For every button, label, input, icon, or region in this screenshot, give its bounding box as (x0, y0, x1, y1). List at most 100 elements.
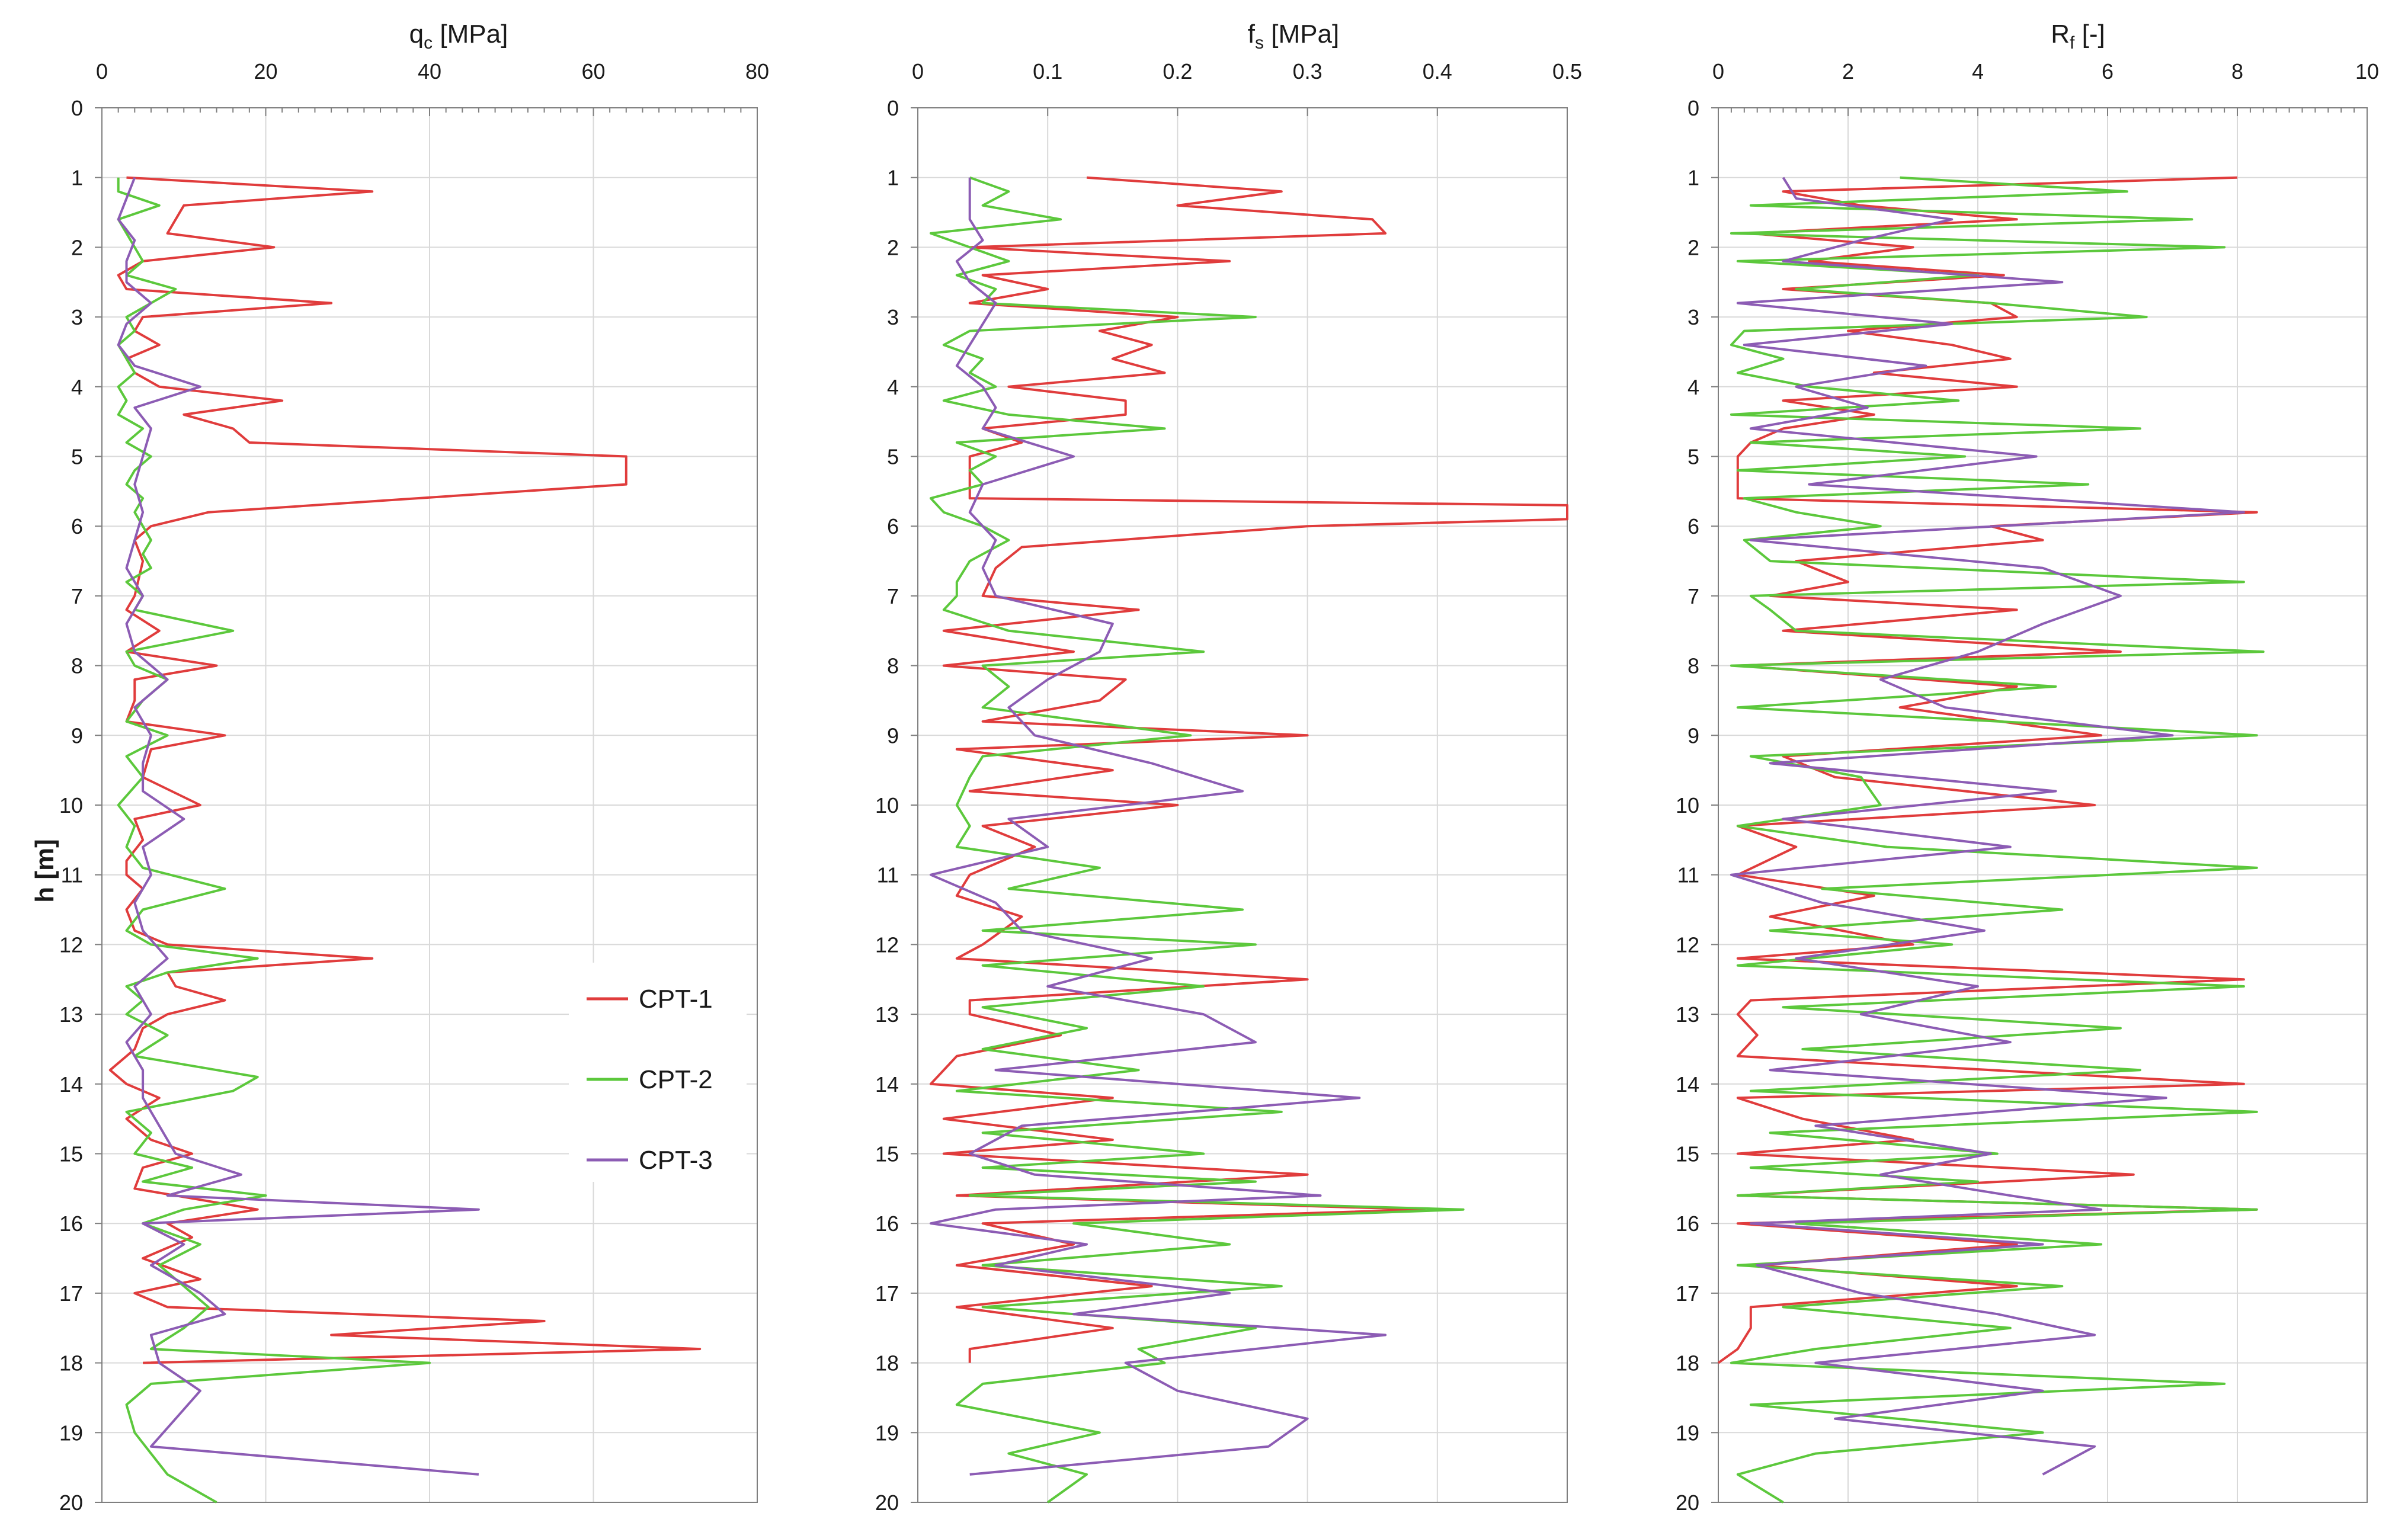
y-tick-label: 6 (1687, 514, 1699, 538)
y-tick-label: 15 (1676, 1142, 1699, 1166)
x-tick-label: 80 (745, 59, 769, 84)
x-tick-label: 60 (581, 59, 605, 84)
y-tick-label: 13 (875, 1002, 899, 1027)
y-tick-label: 12 (59, 932, 83, 957)
panel-title-sub: c (424, 33, 433, 53)
y-tick-label: 9 (887, 723, 899, 748)
panel-title-qc: qc [MPa] (409, 20, 508, 53)
series-line-cpt-2 (929, 176, 1465, 1504)
y-tick-label: 17 (59, 1281, 83, 1306)
x-tick-label: 0.3 (1293, 59, 1323, 84)
axis-ticks (95, 107, 758, 1503)
y-tick-label: 12 (875, 932, 899, 957)
y-tick-label: 0 (71, 96, 83, 120)
y-tick-label: 12 (1676, 932, 1699, 957)
y-tick-label: 16 (875, 1211, 899, 1236)
y-tick-label: 13 (1676, 1002, 1699, 1027)
y-tick-label: 5 (71, 445, 83, 469)
y-tick-label: 8 (1687, 654, 1699, 678)
y-tick-label: 16 (59, 1211, 83, 1236)
y-tick-label: 8 (71, 654, 83, 678)
panel-title-fs: fs [MPa] (1248, 20, 1339, 53)
panel-title-sub: s (1255, 33, 1264, 53)
panel-title-main: R (2051, 20, 2070, 49)
legend: CPT-1 CPT-2 CPT-3 (569, 963, 747, 1182)
panel-rf: Rf [-] 0 2 4 6 8 1001234567891011121314151617… (1676, 20, 2379, 1515)
series-line-cpt-3 (1730, 177, 2245, 1476)
y-tick-label: 18 (875, 1351, 899, 1376)
x-tick-label: 2 (1842, 59, 1854, 84)
y-tick-label: 19 (59, 1421, 83, 1445)
y-tick-label: 11 (61, 863, 83, 887)
y-tick-label: 17 (875, 1281, 899, 1306)
panel-title-unit: [MPa] (433, 20, 508, 49)
y-tick-label: 20 (1676, 1490, 1699, 1515)
axis-ticks (1711, 107, 2368, 1503)
series-line-cpt-2 (1730, 176, 2265, 1504)
y-tick-label: 1 (887, 166, 899, 190)
y-tick-label: 7 (1687, 584, 1699, 608)
y-tick-label: 9 (71, 723, 83, 748)
panel-title-sub: f (2070, 33, 2075, 53)
y-tick-label: 2 (1687, 235, 1699, 259)
y-tick-label: 4 (887, 375, 899, 399)
x-tick-label: 0.2 (1163, 59, 1192, 84)
y-tick-label: 1 (1687, 166, 1699, 190)
gridlines (1718, 107, 2368, 1503)
y-tick-label: 15 (59, 1142, 83, 1166)
y-tick-label: 7 (71, 584, 83, 608)
legend-label-cpt-3: CPT-3 (639, 1146, 713, 1175)
series-line-cpt-1 (1717, 176, 2258, 1364)
y-tick-label: 9 (1687, 723, 1699, 748)
x-tick-label: 6 (2102, 59, 2114, 84)
y-tick-label: 16 (1676, 1211, 1699, 1236)
y-tick-label: 5 (887, 445, 899, 469)
axis-ticks (911, 107, 1568, 1503)
y-tick-label: 6 (71, 514, 83, 538)
x-tick-label: 0.4 (1423, 59, 1452, 84)
y-axis-label: h [m] (30, 839, 59, 903)
y-tick-label: 17 (1676, 1281, 1699, 1306)
series-line-cpt-1 (108, 176, 702, 1364)
y-tick-label: 3 (1687, 305, 1699, 329)
y-tick-label: 6 (887, 514, 899, 538)
y-tick-label: 20 (875, 1490, 899, 1515)
x-tick-label: 0 (1712, 59, 1724, 84)
panel-title-main: f (1248, 20, 1256, 49)
y-tick-label: 5 (1687, 445, 1699, 469)
y-tick-label: 14 (875, 1072, 899, 1097)
y-tick-label: 1 (71, 166, 83, 190)
x-tick-label: 0.5 (1552, 59, 1582, 84)
y-tick-label: 18 (59, 1351, 83, 1376)
y-tick-label: 7 (887, 584, 899, 608)
y-tick-label: 3 (887, 305, 899, 329)
y-tick-label: 10 (59, 793, 83, 818)
y-tick-label: 15 (875, 1142, 899, 1166)
x-tick-label: 10 (2355, 59, 2379, 84)
panel-qc: qc [MPa] 0 20 40 60 800123456789101112131415… (59, 20, 769, 1515)
x-tick-label: 40 (418, 59, 441, 84)
series-line-cpt-3 (117, 177, 480, 1476)
y-tick-label: 18 (1676, 1351, 1699, 1376)
y-tick-label: 3 (71, 305, 83, 329)
series-line-cpt-3 (929, 177, 1387, 1476)
y-tick-label: 0 (887, 96, 899, 120)
panel-title-unit: [MPa] (1264, 20, 1339, 49)
x-tick-label: 4 (1972, 59, 1984, 84)
x-tick-label: 0.1 (1033, 59, 1062, 84)
panel-title-rf: Rf [-] (2051, 20, 2105, 53)
x-tick-label: 8 (2231, 59, 2243, 84)
series-line-cpt-1 (929, 176, 1568, 1363)
panel-fs: fs [MPa] 0 0.1 0.2 0.3 0.4 0.5012345678910111… (875, 20, 1582, 1515)
y-tick-label: 10 (1676, 793, 1699, 818)
panel-title-main: q (409, 20, 424, 49)
y-tick-label: 2 (887, 235, 899, 259)
y-tick-label: 19 (1676, 1421, 1699, 1445)
y-tick-label: 4 (1687, 375, 1699, 399)
y-tick-label: 13 (59, 1002, 83, 1027)
legend-label-cpt-1: CPT-1 (639, 985, 713, 1014)
y-tick-label: 14 (59, 1072, 83, 1097)
y-tick-label: 0 (1687, 96, 1699, 120)
panel-title-unit: [-] (2074, 20, 2105, 49)
